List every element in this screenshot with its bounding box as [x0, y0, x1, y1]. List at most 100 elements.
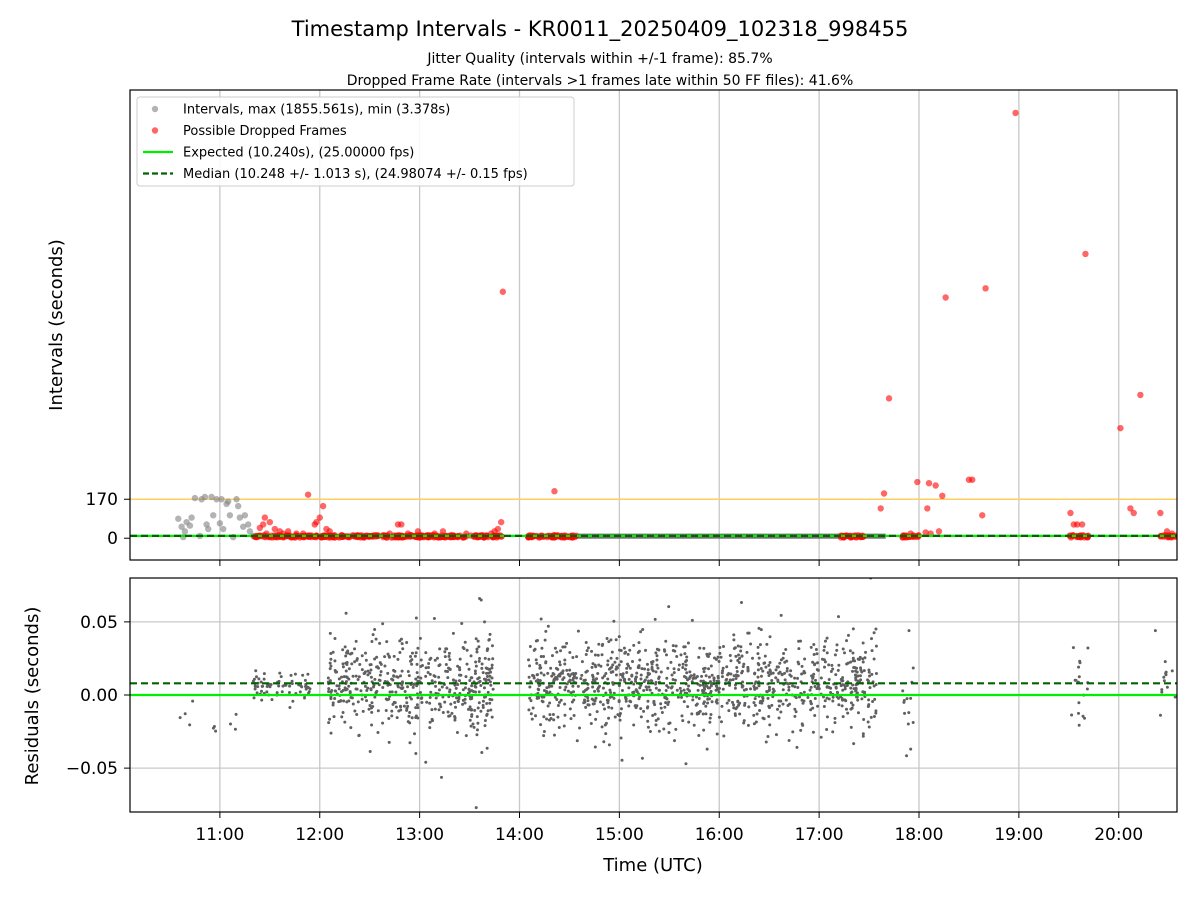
interval-point: [208, 493, 215, 501]
residual-point: [686, 705, 690, 709]
residual-point: [280, 690, 284, 694]
residual-point: [327, 721, 331, 725]
residual-point: [836, 696, 840, 700]
residual-point: [580, 673, 584, 677]
residual-point: [414, 706, 418, 710]
dropped-frame-point: [1163, 528, 1171, 535]
residual-point: [721, 669, 725, 673]
residual-point: [388, 690, 392, 694]
residual-point: [637, 641, 641, 645]
residual-point: [666, 666, 670, 670]
residual-point: [604, 721, 608, 725]
residual-point: [424, 760, 428, 764]
residual-point: [490, 666, 494, 670]
residual-point: [401, 647, 405, 651]
residual-point: [459, 673, 463, 677]
residual-point: [774, 733, 778, 737]
residual-point: [765, 642, 769, 646]
residual-point: [475, 733, 479, 737]
interval-point: [191, 494, 199, 502]
residual-point: [718, 645, 722, 649]
residual-point: [414, 677, 418, 681]
residual-point: [689, 674, 693, 678]
residual-point: [654, 651, 658, 655]
residual-point: [738, 701, 742, 705]
interval-point: [181, 528, 189, 535]
residual-point: [413, 654, 417, 658]
residual-point: [784, 698, 788, 702]
residual-point: [355, 713, 359, 717]
residual-point: [559, 649, 563, 653]
residual-point: [214, 729, 218, 733]
residual-point: [413, 682, 417, 686]
residual-point: [370, 710, 374, 714]
residual-point: [387, 740, 391, 744]
residual-point: [639, 677, 643, 681]
residual-point: [468, 705, 472, 709]
residual-point: [454, 686, 458, 690]
residual-point: [626, 652, 630, 656]
residual-point: [372, 685, 376, 689]
residual-point: [366, 669, 370, 673]
residual-point: [657, 677, 661, 681]
residuals-panel: Residuals (seconds) Time (UTC) 11:00 12:0…: [22, 577, 1178, 876]
residual-point: [756, 675, 760, 679]
residual-point: [874, 627, 878, 631]
residual-point: [640, 756, 644, 760]
residual-point: [597, 663, 601, 667]
residual-point: [289, 673, 293, 677]
dropped-frame-point: [304, 491, 312, 498]
residual-point: [852, 742, 856, 746]
residual-point: [350, 662, 354, 666]
residual-point: [407, 674, 411, 678]
residual-point: [424, 674, 428, 678]
residual-point: [415, 671, 419, 675]
residual-point: [333, 697, 337, 701]
residual-point: [485, 712, 489, 716]
residual-point: [1076, 711, 1080, 715]
residual-point: [371, 705, 375, 709]
residual-point: [788, 673, 792, 677]
residual-point: [366, 673, 370, 677]
residual-point: [634, 688, 638, 692]
residual-point: [855, 695, 859, 699]
residual-point: [290, 679, 294, 683]
residual-point: [766, 671, 770, 675]
residual-point: [447, 654, 451, 658]
dropped-frame-point: [551, 488, 558, 495]
residual-point: [702, 670, 706, 674]
residual-point: [528, 645, 532, 649]
residual-point: [475, 728, 479, 732]
residual-point: [406, 685, 410, 689]
residual-point: [728, 683, 732, 687]
residual-point: [399, 674, 403, 678]
residual-point: [697, 697, 701, 701]
residual-point: [655, 647, 659, 651]
residual-point: [619, 678, 623, 682]
residual-point: [333, 636, 337, 640]
residual-point: [858, 674, 862, 678]
residual-point: [538, 663, 542, 667]
residual-point: [255, 691, 259, 695]
residual-point: [556, 704, 560, 708]
residual-point: [591, 702, 595, 706]
residual-point: [386, 683, 390, 687]
residual-point: [612, 619, 616, 623]
residual-point: [479, 709, 483, 713]
residual-point: [654, 686, 658, 690]
residual-point: [669, 660, 673, 664]
residual-point: [191, 699, 195, 703]
residual-point: [488, 701, 492, 705]
residual-point: [568, 674, 572, 678]
residual-point: [467, 667, 471, 671]
residual-point: [756, 668, 760, 672]
residual-point: [387, 717, 391, 721]
residual-point: [477, 645, 481, 649]
residual-point: [645, 662, 649, 666]
residual-point: [539, 666, 543, 670]
residual-point: [681, 662, 685, 666]
residual-point: [869, 637, 873, 641]
residual-point: [400, 669, 404, 673]
residual-point: [688, 670, 692, 674]
residual-point: [485, 701, 489, 705]
